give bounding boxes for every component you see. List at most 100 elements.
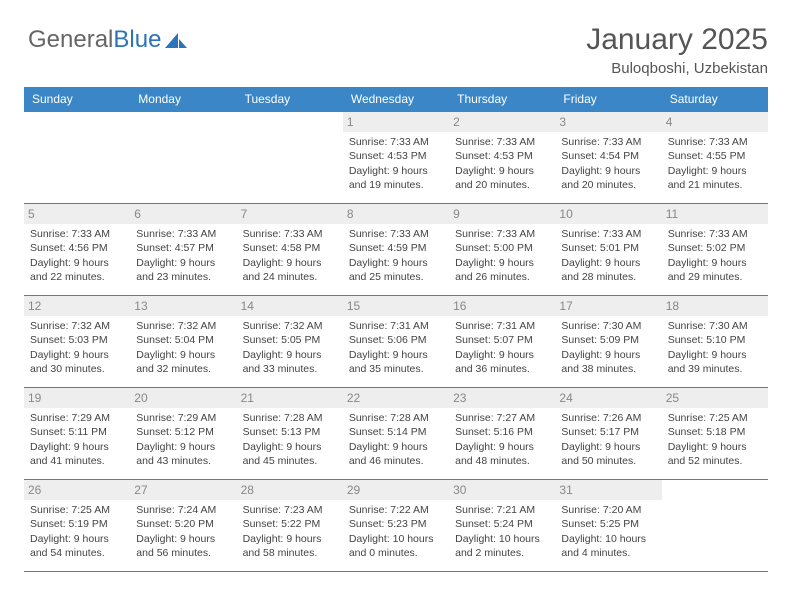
day-cell: 20 Sunrise: 7:29 AMSunset: 5:12 PMDayligh… xyxy=(130,388,236,480)
day-cell: 16 Sunrise: 7:31 AMSunset: 5:07 PMDayligh… xyxy=(449,296,555,388)
day-number xyxy=(130,112,236,132)
day-cell: 8 Sunrise: 7:33 AMSunset: 4:59 PMDaylight… xyxy=(343,204,449,296)
day-cell: 19 Sunrise: 7:29 AMSunset: 5:11 PMDayligh… xyxy=(24,388,130,480)
day-number: 19 xyxy=(24,388,130,408)
dayname-fri: Friday xyxy=(555,87,661,112)
day-info: Sunrise: 7:22 AMSunset: 5:23 PMDaylight:… xyxy=(349,503,443,560)
dayname-sat: Saturday xyxy=(662,87,768,112)
day-info: Sunrise: 7:30 AMSunset: 5:10 PMDaylight:… xyxy=(668,319,762,376)
day-cell xyxy=(662,480,768,572)
day-cell: 17Sunrise: 7:30 AMSunset: 5:09 PMDayligh… xyxy=(555,296,661,388)
day-number: 12 xyxy=(24,296,130,316)
day-number: 9 xyxy=(449,204,555,224)
day-info: Sunrise: 7:29 AMSunset: 5:11 PMDaylight:… xyxy=(30,411,124,468)
day-number: 5 xyxy=(24,204,130,224)
day-number: 7 xyxy=(237,204,343,224)
logo-text-1: General xyxy=(28,26,113,54)
day-number xyxy=(24,112,130,132)
week-row: 26Sunrise: 7:25 AMSunset: 5:19 PMDayligh… xyxy=(24,480,768,572)
day-cell: 1Sunrise: 7:33 AMSunset: 4:53 PMDaylight… xyxy=(343,112,449,204)
dayname-thu: Thursday xyxy=(449,87,555,112)
dayname-tue: Tuesday xyxy=(237,87,343,112)
day-info: Sunrise: 7:33 AMSunset: 4:56 PMDaylight:… xyxy=(30,227,124,284)
day-cell: 25 Sunrise: 7:25 AMSunset: 5:18 PMDayligh… xyxy=(662,388,768,480)
day-number: 20 xyxy=(130,388,236,408)
day-info: Sunrise: 7:24 AMSunset: 5:20 PMDaylight:… xyxy=(136,503,230,560)
day-info: Sunrise: 7:33 AMSunset: 5:02 PMDaylight:… xyxy=(668,227,762,284)
day-cell: 15Sunrise: 7:31 AMSunset: 5:06 PMDayligh… xyxy=(343,296,449,388)
day-cell: 14Sunrise: 7:32 AMSunset: 5:05 PMDayligh… xyxy=(237,296,343,388)
day-number: 28 xyxy=(237,480,343,500)
day-info: Sunrise: 7:32 AMSunset: 5:05 PMDaylight:… xyxy=(243,319,337,376)
day-info: Sunrise: 7:28 AMSunset: 5:14 PMDaylight:… xyxy=(349,411,443,468)
day-info: Sunrise: 7:33 AMSunset: 4:53 PMDaylight:… xyxy=(455,135,549,192)
day-number: 11 xyxy=(662,204,768,224)
logo: GeneralBlue xyxy=(28,26,187,54)
day-number: 17 xyxy=(555,296,661,316)
day-number xyxy=(237,112,343,132)
day-info: Sunrise: 7:31 AMSunset: 5:07 PMDaylight:… xyxy=(455,319,549,376)
day-number: 6 xyxy=(130,204,236,224)
day-cell xyxy=(24,112,130,204)
day-cell: 3Sunrise: 7:33 AMSunset: 4:54 PMDaylight… xyxy=(555,112,661,204)
day-number: 13 xyxy=(130,296,236,316)
day-number: 31 xyxy=(555,480,661,500)
day-cell: 26Sunrise: 7:25 AMSunset: 5:19 PMDayligh… xyxy=(24,480,130,572)
day-cell xyxy=(130,112,236,204)
dayname-mon: Monday xyxy=(130,87,236,112)
day-cell: 2 Sunrise: 7:33 AMSunset: 4:53 PMDaylight… xyxy=(449,112,555,204)
day-number: 10 xyxy=(555,204,661,224)
day-info: Sunrise: 7:33 AMSunset: 5:01 PMDaylight:… xyxy=(561,227,655,284)
logo-sail-icon xyxy=(165,31,187,49)
day-cell: 22Sunrise: 7:28 AMSunset: 5:14 PMDayligh… xyxy=(343,388,449,480)
day-cell: 30 Sunrise: 7:21 AMSunset: 5:24 PMDayligh… xyxy=(449,480,555,572)
day-cell: 10 Sunrise: 7:33 AMSunset: 5:01 PMDayligh… xyxy=(555,204,661,296)
day-info: Sunrise: 7:20 AMSunset: 5:25 PMDaylight:… xyxy=(561,503,655,560)
day-info: Sunrise: 7:26 AMSunset: 5:17 PMDaylight:… xyxy=(561,411,655,468)
day-info: Sunrise: 7:29 AMSunset: 5:12 PMDaylight:… xyxy=(136,411,230,468)
day-number: 21 xyxy=(237,388,343,408)
dayname-wed: Wednesday xyxy=(343,87,449,112)
day-cell: 23Sunrise: 7:27 AMSunset: 5:16 PMDayligh… xyxy=(449,388,555,480)
day-cell: 11 Sunrise: 7:33 AMSunset: 5:02 PMDayligh… xyxy=(662,204,768,296)
day-cell: 13 Sunrise: 7:32 AMSunset: 5:04 PMDayligh… xyxy=(130,296,236,388)
day-cell xyxy=(237,112,343,204)
day-info: Sunrise: 7:25 AMSunset: 5:19 PMDaylight:… xyxy=(30,503,124,560)
day-cell: 12 Sunrise: 7:32 AMSunset: 5:03 PMDayligh… xyxy=(24,296,130,388)
day-cell: 5 Sunrise: 7:33 AMSunset: 4:56 PMDaylight… xyxy=(24,204,130,296)
calendar-table: Sunday Monday Tuesday Wednesday Thursday… xyxy=(24,87,768,572)
day-number xyxy=(662,480,768,500)
day-number: 1 xyxy=(343,112,449,132)
day-info: Sunrise: 7:32 AMSunset: 5:03 PMDaylight:… xyxy=(30,319,124,376)
day-info: Sunrise: 7:23 AMSunset: 5:22 PMDaylight:… xyxy=(243,503,337,560)
day-info: Sunrise: 7:25 AMSunset: 5:18 PMDaylight:… xyxy=(668,411,762,468)
week-row: 1 Sunrise: 7:33 AMSunset: 4:53 PMDaylight… xyxy=(24,112,768,204)
day-info: Sunrise: 7:28 AMSunset: 5:13 PMDaylight:… xyxy=(243,411,337,468)
day-cell: 7 Sunrise: 7:33 AMSunset: 4:58 PMDaylight… xyxy=(237,204,343,296)
day-cell: 31 Sunrise: 7:20 AMSunset: 5:25 PMDayligh… xyxy=(555,480,661,572)
dayname-row: Sunday Monday Tuesday Wednesday Thursday… xyxy=(24,87,768,112)
day-info: Sunrise: 7:33 AMSunset: 4:55 PMDaylight:… xyxy=(668,135,762,192)
day-number: 8 xyxy=(343,204,449,224)
day-number: 3 xyxy=(555,112,661,132)
day-info: Sunrise: 7:27 AMSunset: 5:16 PMDaylight:… xyxy=(455,411,549,468)
day-cell: 18Sunrise: 7:30 AMSunset: 5:10 PMDayligh… xyxy=(662,296,768,388)
day-info: Sunrise: 7:33 AMSunset: 4:57 PMDaylight:… xyxy=(136,227,230,284)
day-info: Sunrise: 7:32 AMSunset: 5:04 PMDaylight:… xyxy=(136,319,230,376)
day-info: Sunrise: 7:33 AMSunset: 4:58 PMDaylight:… xyxy=(243,227,337,284)
day-info: Sunrise: 7:21 AMSunset: 5:24 PMDaylight:… xyxy=(455,503,549,560)
day-info: Sunrise: 7:33 AMSunset: 4:59 PMDaylight:… xyxy=(349,227,443,284)
day-cell: 27Sunrise: 7:24 AMSunset: 5:20 PMDayligh… xyxy=(130,480,236,572)
day-number: 2 xyxy=(449,112,555,132)
day-cell: 29Sunrise: 7:22 AMSunset: 5:23 PMDayligh… xyxy=(343,480,449,572)
week-row: 5 Sunrise: 7:33 AMSunset: 4:56 PMDaylight… xyxy=(24,204,768,296)
day-number: 15 xyxy=(343,296,449,316)
day-number: 30 xyxy=(449,480,555,500)
dayname-sun: Sunday xyxy=(24,87,130,112)
day-cell: 28 Sunrise: 7:23 AMSunset: 5:22 PMDayligh… xyxy=(237,480,343,572)
day-number: 25 xyxy=(662,388,768,408)
week-row: 19 Sunrise: 7:29 AMSunset: 5:11 PMDayligh… xyxy=(24,388,768,480)
day-cell: 21 Sunrise: 7:28 AMSunset: 5:13 PMDayligh… xyxy=(237,388,343,480)
day-number: 16 xyxy=(449,296,555,316)
day-number: 4 xyxy=(662,112,768,132)
